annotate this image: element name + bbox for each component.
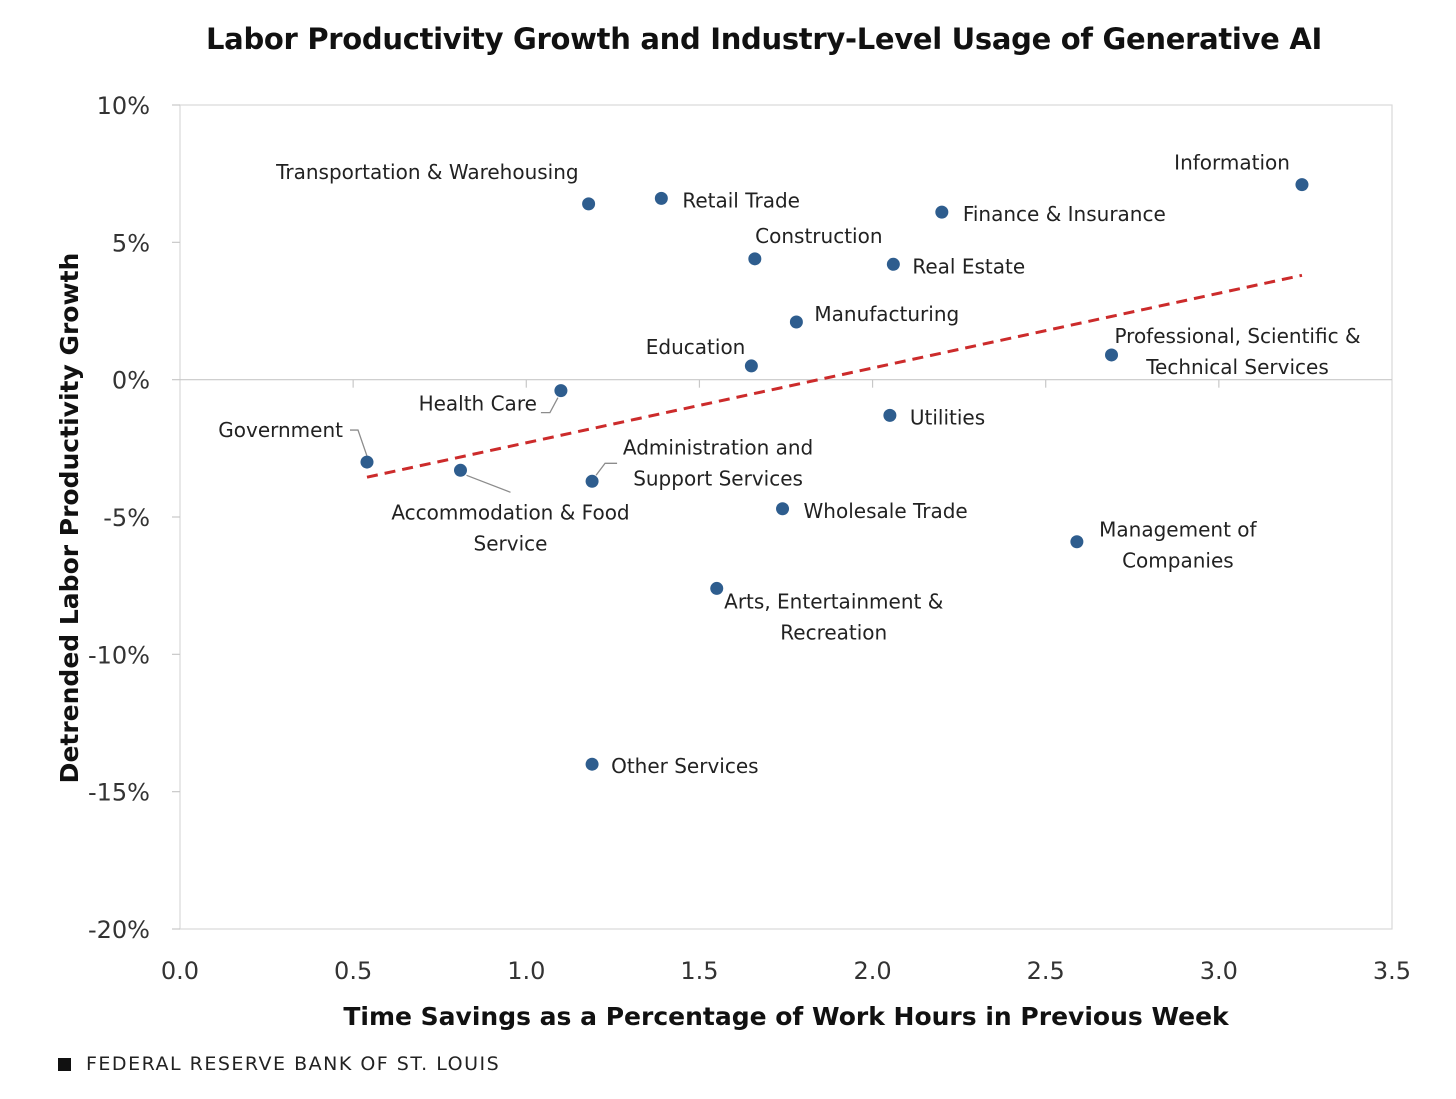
y-tick-label: -20% bbox=[88, 916, 150, 944]
label-construction: Construction bbox=[755, 224, 882, 248]
point-wholesale-trade bbox=[776, 502, 790, 516]
y-tick-label: 0% bbox=[112, 367, 150, 395]
point-manufacturing bbox=[789, 315, 803, 329]
chart-title: Labor Productivity Growth and Industry-L… bbox=[206, 22, 1322, 56]
x-tick-label: 2.5 bbox=[1027, 957, 1065, 985]
leader-accommodation-and-food-service bbox=[466, 474, 511, 493]
x-tick-label: 0.5 bbox=[334, 957, 372, 985]
label-transportation-and-warehousing: Transportation & Warehousing bbox=[275, 160, 579, 184]
footer-source-text: FEDERAL RESERVE BANK OF ST. LOUIS bbox=[86, 1053, 501, 1075]
label-professional-scientific-and-technical-services: Technical Services bbox=[1145, 355, 1329, 379]
label-management-of-companies: Companies bbox=[1122, 549, 1234, 573]
leader-government bbox=[349, 429, 368, 457]
point-health-care bbox=[554, 384, 568, 398]
label-arts-entertainment-and-recreation: Arts, Entertainment & bbox=[724, 589, 943, 613]
y-tick-label: -15% bbox=[88, 779, 150, 807]
label-retail-trade: Retail Trade bbox=[682, 188, 800, 212]
label-information: Information bbox=[1174, 151, 1290, 175]
label-real-estate: Real Estate bbox=[912, 254, 1025, 278]
label-management-of-companies: Management of bbox=[1099, 518, 1257, 542]
label-finance-and-insurance: Finance & Insurance bbox=[963, 202, 1166, 226]
footer-source: FEDERAL RESERVE BANK OF ST. LOUIS bbox=[58, 1053, 500, 1075]
leader-lines bbox=[349, 397, 618, 493]
label-accommodation-and-food-service: Accommodation & Food bbox=[391, 500, 629, 524]
x-axis-ticks: 0.0 0.5 1.0 1.5 2.0 2.5 3.0 3.5 bbox=[161, 379, 1411, 985]
point-other-services bbox=[585, 757, 599, 771]
footer-square-icon bbox=[58, 1057, 71, 1071]
point-real-estate bbox=[886, 257, 900, 271]
point-accommodation-and-food-service bbox=[453, 463, 467, 477]
point-labels: Government Accommodation & Food Service Hea… bbox=[218, 151, 1360, 779]
x-axis-title: Time Savings as a Percentage of Work Hou… bbox=[343, 1002, 1230, 1031]
x-tick-label: 1.5 bbox=[680, 957, 718, 985]
label-other-services: Other Services bbox=[611, 754, 758, 778]
point-finance-and-insurance bbox=[935, 205, 949, 219]
label-education: Education bbox=[646, 335, 746, 359]
label-professional-scientific-and-technical-services: Professional, Scientific & bbox=[1114, 324, 1360, 348]
point-retail-trade bbox=[654, 191, 668, 205]
label-manufacturing: Manufacturing bbox=[814, 302, 959, 326]
y-tick-label: -5% bbox=[103, 504, 150, 532]
trendline-group bbox=[366, 273, 1303, 479]
label-accommodation-and-food-service: Service bbox=[474, 531, 548, 555]
x-tick-label: 0.0 bbox=[161, 957, 199, 985]
leader-administration-and-support-services bbox=[595, 462, 618, 476]
label-arts-entertainment-and-recreation: Recreation bbox=[780, 620, 887, 644]
y-axis-ticks: 10% 5% 0% -5% -10% -15% -20% bbox=[88, 92, 180, 944]
y-tick-label: -10% bbox=[88, 641, 150, 669]
label-government: Government bbox=[218, 418, 343, 442]
x-tick-label: 1.0 bbox=[507, 957, 545, 985]
x-tick-label: 3.5 bbox=[1373, 957, 1411, 985]
point-construction bbox=[748, 252, 762, 266]
x-tick-label: 3.0 bbox=[1200, 957, 1238, 985]
point-professional-scientific-and-technical-services bbox=[1105, 348, 1119, 362]
point-transportation-and-warehousing bbox=[582, 197, 596, 211]
y-tick-label: 5% bbox=[112, 229, 150, 257]
point-administration-and-support-services bbox=[585, 474, 599, 488]
point-utilities bbox=[883, 408, 897, 422]
label-utilities: Utilities bbox=[910, 405, 985, 429]
point-education bbox=[744, 359, 758, 373]
y-axis-title: Detrended Labor Productivity Growth bbox=[55, 253, 84, 784]
point-arts-entertainment-and-recreation bbox=[710, 581, 724, 595]
label-wholesale-trade: Wholesale Trade bbox=[804, 499, 968, 523]
point-management-of-companies bbox=[1070, 535, 1084, 549]
label-administration-and-support-services: Support Services bbox=[633, 466, 803, 490]
leader-health-care bbox=[540, 397, 559, 414]
trendline bbox=[366, 273, 1303, 479]
x-tick-label: 2.0 bbox=[853, 957, 891, 985]
point-information bbox=[1295, 178, 1309, 192]
label-administration-and-support-services: Administration and bbox=[623, 435, 813, 459]
y-tick-label: 10% bbox=[97, 92, 150, 120]
label-health-care: Health Care bbox=[419, 392, 537, 416]
point-government bbox=[360, 455, 374, 469]
data-points bbox=[360, 178, 1309, 771]
